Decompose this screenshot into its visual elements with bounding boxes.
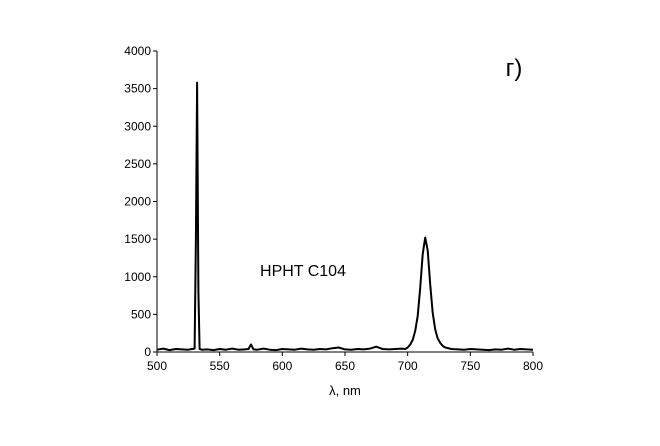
y-tick-label: 2500	[124, 157, 151, 171]
y-tick-label: 3000	[124, 119, 151, 133]
x-tick-label: 800	[523, 359, 543, 373]
y-tick-label: 1500	[124, 232, 151, 246]
y-tick-label: 500	[131, 307, 151, 321]
annotation: HPHT C104	[260, 263, 346, 280]
x-tick-label: 600	[272, 359, 292, 373]
x-tick-label: 550	[210, 359, 230, 373]
y-tick-label: 0	[144, 345, 151, 359]
x-tick-label: 700	[398, 359, 418, 373]
x-tick-label: 500	[147, 359, 167, 373]
x-tick-label: 750	[460, 359, 480, 373]
y-tick-label: 4000	[124, 44, 151, 58]
annotation: г)	[506, 55, 523, 82]
y-tick-label: 2000	[124, 195, 151, 209]
y-tick-label: 3500	[124, 82, 151, 96]
x-axis-label: λ, nm	[329, 383, 361, 398]
spectrum-line	[156, 81, 534, 352]
x-tick-label: 650	[335, 359, 355, 373]
y-tick-label: 1000	[124, 270, 151, 284]
